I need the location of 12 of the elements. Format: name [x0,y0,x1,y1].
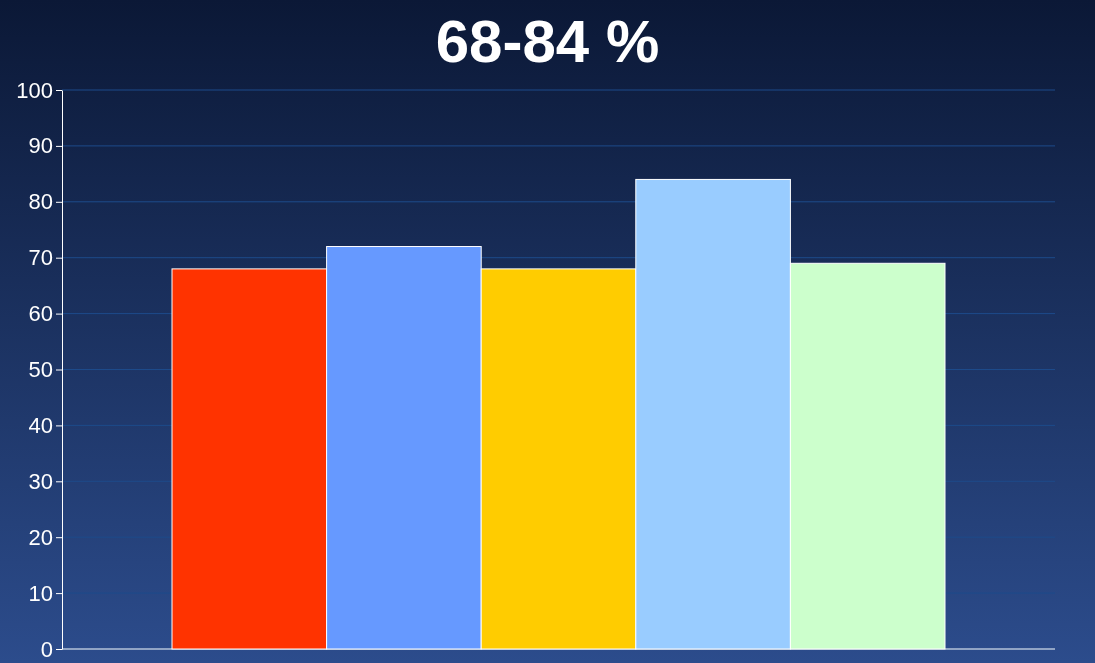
y-tick-label: 50 [28,357,53,383]
y-tick-label: 90 [28,133,53,159]
y-tick-label: 80 [28,189,53,215]
y-tick-label: 70 [28,245,53,271]
y-tick-label: 60 [28,301,53,327]
y-tick-label: 100 [16,77,53,103]
y-tick-label: 30 [28,468,53,494]
y-tick-label: 40 [28,412,53,438]
y-tick-label: 10 [28,580,53,606]
y-tick-label: 0 [40,636,53,662]
y-tick-label: 20 [28,524,53,550]
chart-title: 68-84 % [435,8,660,75]
